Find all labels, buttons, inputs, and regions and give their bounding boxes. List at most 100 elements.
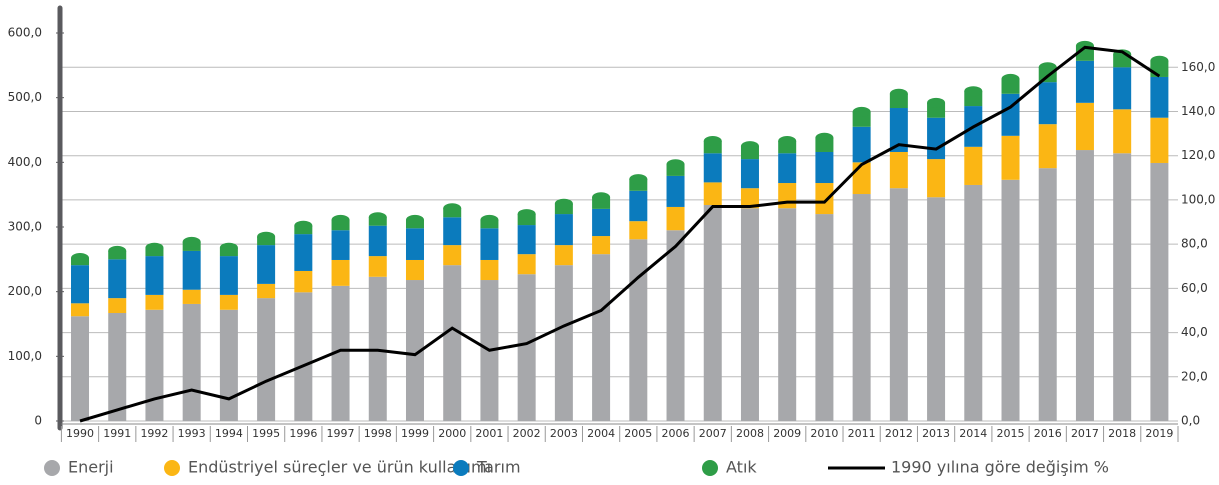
y-tick-label: 600,0 [8, 26, 42, 40]
bar-cap [294, 220, 313, 231]
bar-segment [554, 245, 573, 266]
bar-cap [405, 214, 424, 225]
bar-segment [108, 298, 127, 314]
bar-segment [182, 250, 201, 290]
y-tick-label: 400,0 [8, 155, 42, 169]
x-tick-label: 2014 [959, 427, 987, 440]
bar-segment [703, 205, 722, 421]
y2-tick-label: 0,0 [1181, 414, 1200, 428]
bar-segment [1001, 179, 1020, 421]
bar-segment [331, 285, 350, 421]
bar-segment [740, 159, 759, 189]
bar-segment [71, 265, 90, 304]
x-tick-label: 2018 [1108, 427, 1136, 440]
bar-segment [629, 190, 648, 222]
bar-segment [405, 280, 424, 421]
bar-segment [108, 259, 127, 299]
y2-tick-label: 20,0 [1181, 369, 1208, 383]
x-tick-label: 1991 [103, 427, 131, 440]
bar-segment [852, 162, 871, 195]
bar-segment [331, 219, 350, 231]
x-tick-label: 1990 [66, 427, 94, 440]
bar-cap [703, 135, 722, 146]
x-tick-label: 2015 [997, 427, 1025, 440]
bar-segment [1113, 109, 1132, 154]
bar-cap [182, 236, 201, 247]
bar-cap [927, 97, 946, 108]
y-tick-label: 300,0 [8, 220, 42, 234]
bar-segment [368, 225, 387, 257]
y2-tick-label: 40,0 [1181, 325, 1208, 339]
x-tick-label: 2005 [624, 427, 652, 440]
bar-segment [517, 214, 536, 226]
bar-segment [405, 228, 424, 260]
bar-segment [927, 159, 946, 198]
bar-segment [182, 289, 201, 304]
x-tick-label: 1996 [289, 427, 317, 440]
bar-segment [666, 206, 685, 231]
bar-segment [219, 256, 238, 295]
x-tick-label: 2009 [773, 427, 801, 440]
bar-segment [592, 254, 611, 421]
x-tick-label: 2000 [438, 427, 466, 440]
bar-segment [889, 188, 908, 421]
x-tick-label: 1997 [327, 427, 355, 440]
x-tick-label: 2001 [475, 427, 503, 440]
bar-segment [592, 236, 611, 255]
bar-cap [740, 141, 759, 152]
bar-segment [145, 256, 164, 295]
bar-cap [1001, 73, 1020, 84]
bar-segment [71, 316, 90, 421]
bar-cap [666, 159, 685, 170]
bar-cap [889, 88, 908, 99]
legend-swatch [44, 460, 60, 476]
x-tick-label: 1992 [140, 427, 168, 440]
x-tick-label: 1993 [178, 427, 206, 440]
bar-cap [778, 135, 797, 146]
x-tick-label: 1994 [215, 427, 243, 440]
bar-cap [629, 174, 648, 185]
bar-segment [219, 294, 238, 310]
legend-swatch [453, 460, 469, 476]
bar-segment [703, 182, 722, 206]
bar-segment [368, 256, 387, 277]
x-tick-label: 2011 [848, 427, 876, 440]
bar-segment [554, 265, 573, 421]
legend-label: Endüstriyel süreçler ve ürün kullanımı [188, 458, 491, 477]
bar-segment [443, 265, 462, 421]
legend-swatch [164, 460, 180, 476]
bar-segment [927, 117, 946, 160]
bar-segment [294, 234, 313, 271]
bar-segment [815, 183, 834, 215]
x-tick-label: 1999 [401, 427, 429, 440]
y-tick-label: 0 [34, 414, 42, 428]
bar-segment [257, 283, 276, 299]
bar-segment [1113, 153, 1132, 421]
bar-segment [1150, 162, 1169, 422]
x-tick-label: 2013 [922, 427, 950, 440]
bar-segment [778, 208, 797, 421]
y2-tick-label: 160,0 [1181, 60, 1215, 74]
bar-segment [778, 183, 797, 209]
bar-segment [964, 184, 983, 421]
legend-label: 1990 yılına göre değişim % [891, 458, 1109, 477]
bar-segment [443, 217, 462, 246]
bar-segment [592, 208, 611, 237]
x-tick-label: 2010 [810, 427, 838, 440]
bar-segment [331, 259, 350, 286]
bar-segment [1038, 82, 1057, 125]
y-tick-label: 100,0 [8, 349, 42, 363]
bar-segment [927, 197, 946, 421]
bar-segment [815, 151, 834, 184]
bar-cap [480, 214, 499, 225]
bar-cap [592, 192, 611, 203]
bar-segment [740, 188, 759, 209]
legend-swatch [702, 460, 718, 476]
x-tick-label: 2003 [550, 427, 578, 440]
x-tick-label: 2016 [1034, 427, 1062, 440]
x-tick-label: 1998 [364, 427, 392, 440]
bar-segment [405, 259, 424, 281]
bar-cap [815, 132, 834, 143]
bar-segment [1113, 67, 1132, 110]
